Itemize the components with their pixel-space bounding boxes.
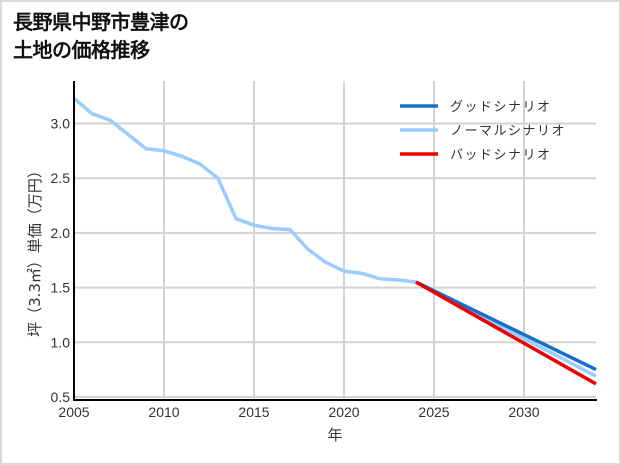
x-axis-ticks: 2005 2010 2015 2020 2025 2030 bbox=[58, 404, 539, 420]
legend-label: バッドシナリオ bbox=[450, 148, 552, 163]
y-tick-label: 0.5 bbox=[51, 389, 71, 405]
x-tick-label: 2015 bbox=[238, 404, 269, 420]
y-axis-ticks: 0.5 1.0 1.5 2.0 2.5 3.0 bbox=[51, 116, 71, 406]
x-tick-label: 2010 bbox=[148, 404, 179, 420]
x-tick-label: 2005 bbox=[58, 404, 89, 420]
x-tick-label: 2025 bbox=[418, 404, 449, 420]
legend-label: ノーマルシナリオ bbox=[450, 124, 566, 139]
data-lines bbox=[72, 96, 597, 386]
series-line bbox=[415, 280, 597, 386]
y-tick-label: 1.5 bbox=[51, 280, 71, 296]
legend-label: グッドシナリオ bbox=[450, 100, 552, 115]
y-axis-label: 坪（3.3㎡）単価（万円） bbox=[26, 163, 44, 337]
x-tick-label: 2020 bbox=[328, 404, 359, 420]
y-tick-label: 1.0 bbox=[51, 334, 71, 350]
title-line-1: 長野県中野市豊津の bbox=[13, 10, 189, 34]
y-tick-label: 2.5 bbox=[51, 170, 71, 186]
x-axis-label: 年 bbox=[327, 426, 342, 444]
title-line-2: 土地の価格推移 bbox=[13, 38, 150, 62]
y-tick-label: 2.0 bbox=[51, 225, 71, 241]
chart-title: 長野県中野市豊津の 土地の価格推移 bbox=[13, 8, 189, 64]
series-line bbox=[415, 280, 597, 372]
series-line bbox=[72, 96, 597, 378]
x-tick-label: 2030 bbox=[508, 404, 539, 420]
y-tick-label: 3.0 bbox=[51, 116, 71, 132]
